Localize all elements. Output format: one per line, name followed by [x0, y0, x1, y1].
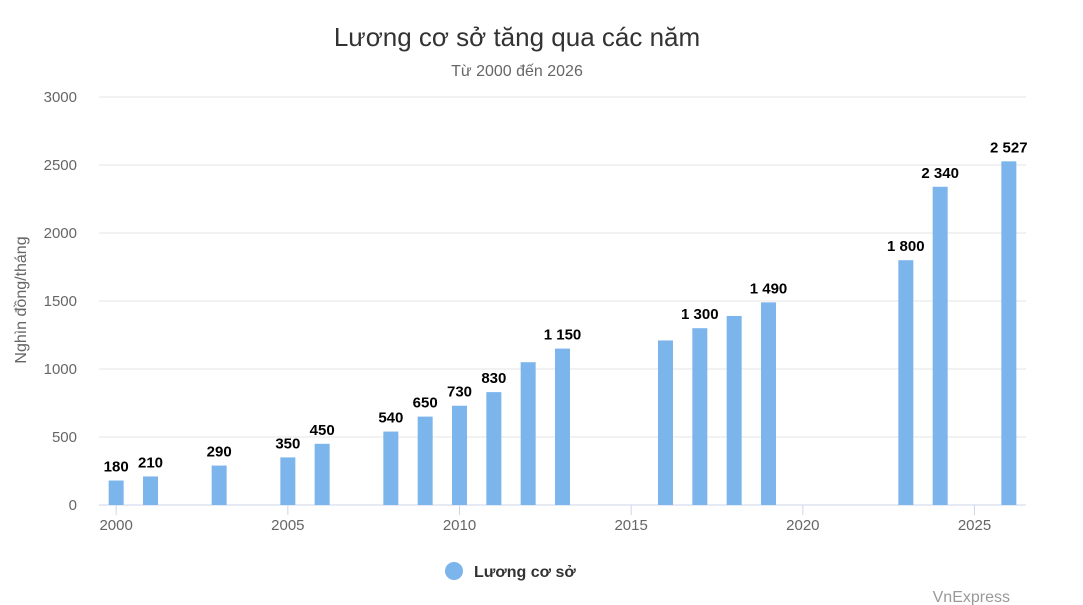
- x-tick-label: 2025: [958, 517, 991, 534]
- x-tick-label: 2005: [271, 517, 304, 534]
- y-tick-label: 1500: [44, 293, 77, 310]
- bar[interactable]: [520, 362, 536, 505]
- bar[interactable]: [108, 480, 124, 505]
- bar[interactable]: [383, 431, 399, 505]
- bar[interactable]: [692, 328, 708, 505]
- data-label: 2 527: [990, 139, 1028, 156]
- legend-label[interactable]: Lương cơ sở: [474, 564, 576, 581]
- bar[interactable]: [1001, 161, 1017, 505]
- y-tick-label: 2000: [44, 225, 77, 242]
- chart-subtitle: Từ 2000 đến 2026: [451, 63, 583, 80]
- y-axis-ticks: 0 500 1000 1500 2000 2500 3000: [44, 89, 77, 514]
- data-label: 540: [378, 410, 403, 427]
- data-label: 290: [207, 444, 232, 461]
- x-axis: 2000 2005 2010 2015 2020 2025: [99, 504, 1026, 534]
- bar[interactable]: [452, 405, 467, 505]
- x-tick-label: 2010: [443, 517, 476, 534]
- bar[interactable]: [314, 443, 330, 505]
- data-label: 1 490: [750, 280, 788, 297]
- data-label: 2 340: [921, 165, 959, 182]
- y-tick-label: 500: [52, 429, 77, 446]
- bar[interactable]: [143, 476, 158, 505]
- x-tick-label: 2000: [99, 517, 132, 534]
- legend-marker: [445, 562, 463, 580]
- bar[interactable]: [486, 392, 502, 505]
- y-tick-label: 1000: [44, 361, 77, 378]
- bar[interactable]: [761, 302, 776, 505]
- credit-label[interactable]: VnExpress: [933, 589, 1010, 605]
- data-label: 450: [310, 422, 335, 439]
- bar[interactable]: [211, 465, 227, 505]
- data-label: 210: [138, 454, 163, 471]
- data-label: 730: [447, 384, 472, 401]
- x-tick-label: 2015: [614, 517, 647, 534]
- y-tick-label: 3000: [44, 89, 77, 106]
- data-label: 350: [275, 435, 300, 452]
- x-tick-label: 2020: [786, 517, 819, 534]
- bar[interactable]: [417, 416, 433, 505]
- gridlines: [99, 96, 1026, 438]
- bar[interactable]: [898, 260, 914, 505]
- data-label: 650: [413, 395, 438, 412]
- data-label: 1 800: [887, 238, 925, 255]
- y-tick-label: 0: [69, 497, 77, 514]
- chart-title: Lương cơ sở tăng qua các năm: [334, 22, 700, 52]
- bar[interactable]: [726, 315, 742, 505]
- data-label: 830: [481, 370, 506, 387]
- bar[interactable]: [658, 340, 673, 505]
- bar-series: [108, 161, 1017, 505]
- data-label: 180: [104, 459, 129, 476]
- bar[interactable]: [555, 348, 570, 505]
- bar[interactable]: [280, 457, 296, 505]
- y-tick-label: 2500: [44, 157, 77, 174]
- data-label: 1 300: [681, 306, 719, 323]
- data-labels: 180 210 290 350 450 540 650 730 830 1 150 1 300 1 4…: [104, 139, 1028, 475]
- data-label: 1 150: [544, 327, 582, 344]
- y-axis-title: Nghìn đồng/tháng: [13, 236, 30, 363]
- bar[interactable]: [932, 186, 948, 505]
- legend[interactable]: Lương cơ sở: [445, 562, 576, 581]
